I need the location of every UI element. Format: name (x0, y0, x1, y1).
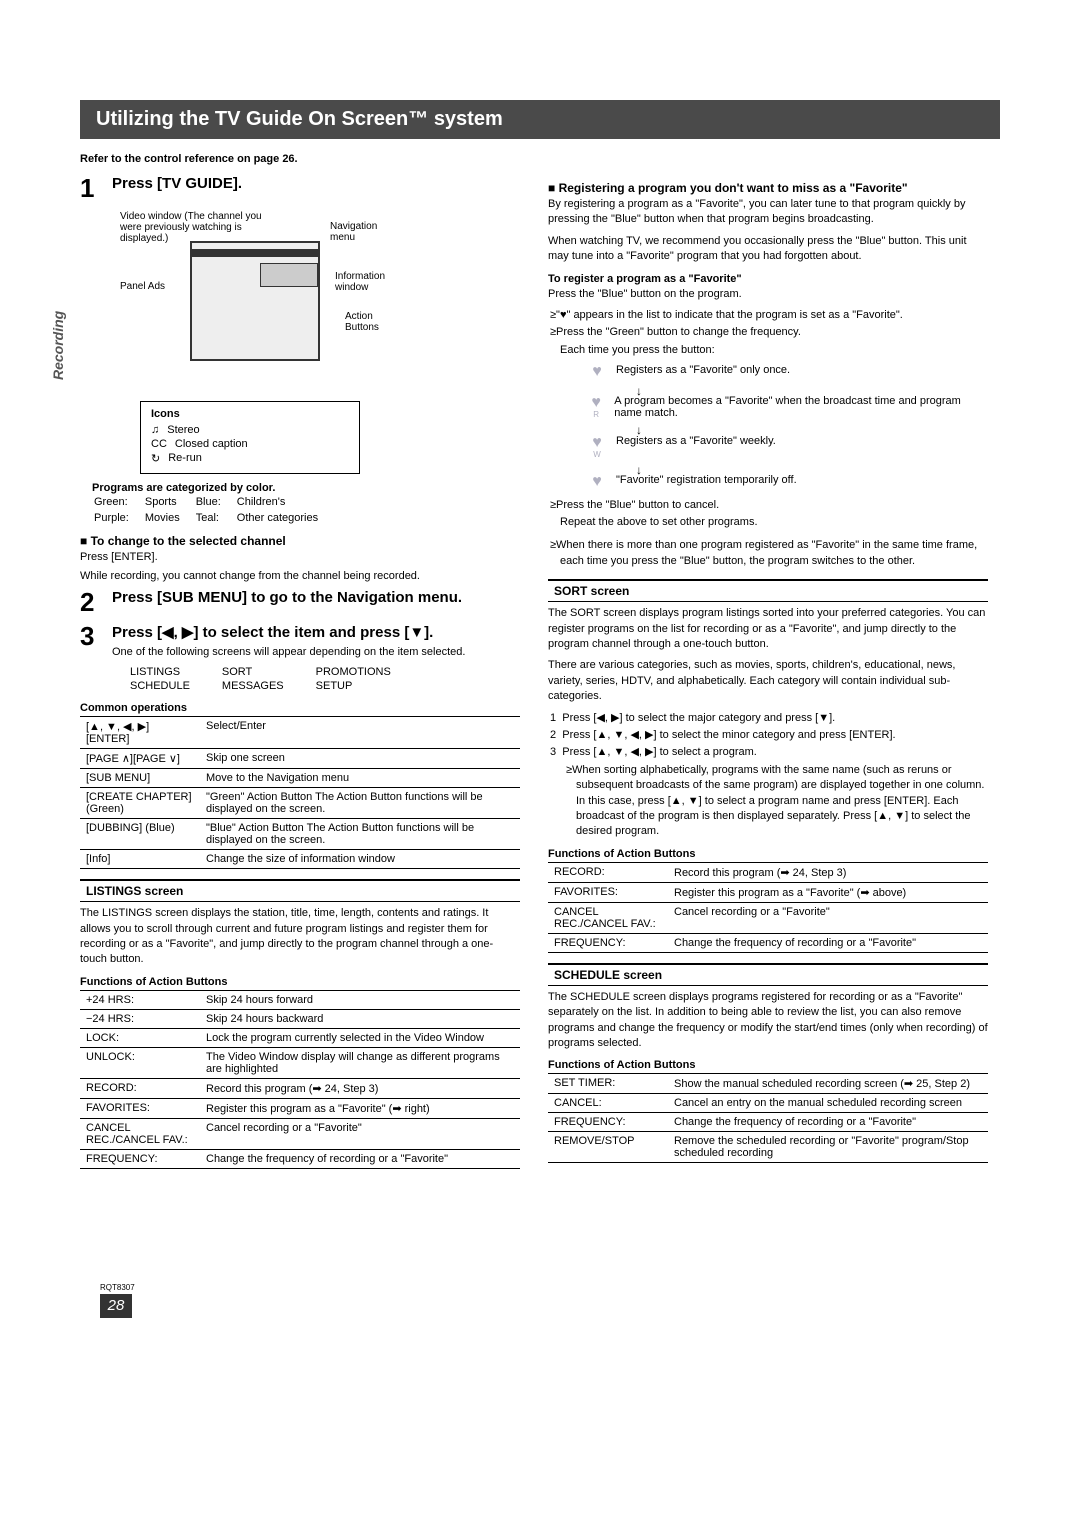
favorite-flow: ♥Registers as a "Favorite" only once.↓♥R… (588, 364, 988, 490)
schedule-header: SCHEDULE screen (548, 963, 988, 986)
cc-icon: CC (151, 438, 167, 450)
sort-note: ≥When sorting alphabetically, programs w… (564, 763, 988, 840)
change-channel-header: To change to the selected channel (80, 534, 520, 548)
label-info-window: Information window (335, 271, 400, 293)
favorite-bullet4: ≥When there is more than one program reg… (548, 538, 988, 569)
listings-body: The LISTINGS screen displays the station… (80, 906, 520, 968)
step-number-2: 2 (80, 589, 102, 615)
section-tab: Recording (50, 311, 66, 380)
sort-step3: 3 Press [▲, ▼, ◀, ▶] to select a program… (548, 745, 988, 760)
sort-step2: 2 Press [▲, ▼, ◀, ▶] to select the minor… (548, 728, 988, 743)
sort-body2: There are various categories, such as mo… (548, 658, 988, 704)
step1-title: Press [TV GUIDE]. (112, 175, 520, 192)
label-action-buttons: Action Buttons (345, 311, 400, 333)
listings-header: LISTINGS screen (80, 879, 520, 902)
favorite-reg-body: Press the "Blue" button on the program. (548, 287, 988, 302)
label-video-window: Video window (The channel you were previ… (120, 211, 270, 244)
listings-table-title: Functions of Action Buttons (80, 976, 520, 988)
favorite-title: Registering a program you don't want to … (548, 181, 988, 195)
sort-action-table: RECORD:Record this program (➡ 24, Step 3… (548, 862, 988, 953)
icons-legend: Icons ♫ Stereo CC Closed caption ↻ Re-ru… (140, 401, 360, 474)
favorite-body2: When watching TV, we recommend you occas… (548, 234, 988, 265)
common-ops-table: [▲, ▼, ◀, ▶] [ENTER]Select/Enter[PAGE ∧]… (80, 716, 520, 869)
tv-guide-diagram: Video window (The channel you were previ… (120, 211, 400, 391)
color-category-table: Green:SportsBlue:Children's Purple:Movie… (92, 494, 334, 528)
label-nav-menu: Navigation menu (330, 221, 400, 243)
ref-note: Refer to the control reference on page 2… (80, 153, 1000, 165)
sort-body1: The SORT screen displays program listing… (548, 606, 988, 652)
favorite-reg-title: To register a program as a "Favorite" (548, 273, 988, 285)
step3-body: One of the following screens will appear… (112, 645, 520, 660)
favorite-bullet2: ≥Press the "Green" button to change the … (548, 325, 988, 340)
step3-title: Press [◀, ▶] to select the item and pres… (112, 623, 520, 641)
favorite-each-time: Each time you press the button: (560, 343, 988, 358)
rqt-code: RQT8307 (100, 1283, 135, 1292)
icons-title: Icons (151, 408, 349, 420)
headphone-icon: ♫ (151, 424, 159, 436)
label-panel-ads: Panel Ads (120, 281, 165, 292)
step2-title: Press [SUB MENU] to go to the Navigation… (112, 589, 520, 606)
change-channel-note: While recording, you cannot change from … (80, 569, 520, 584)
sort-header: SORT screen (548, 579, 988, 602)
rerun-icon: ↻ (151, 452, 160, 465)
step-number-1: 1 (80, 175, 102, 201)
common-ops-title: Common operations (80, 702, 520, 714)
page-number: 28 (100, 1294, 132, 1318)
step-number-3: 3 (80, 623, 102, 694)
favorite-bullet1: ≥"♥" appears in the list to indicate tha… (548, 308, 988, 323)
schedule-table-title: Functions of Action Buttons (548, 1059, 988, 1071)
listings-action-table: +24 HRS:Skip 24 hours forward−24 HRS:Ski… (80, 990, 520, 1169)
favorite-repeat: Repeat the above to set other programs. (560, 515, 988, 530)
sort-table-title: Functions of Action Buttons (548, 848, 988, 860)
page-title: Utilizing the TV Guide On Screen™ system (80, 100, 1000, 139)
schedule-action-table: SET TIMER:Show the manual scheduled reco… (548, 1073, 988, 1163)
favorite-bullet3: ≥Press the "Blue" button to cancel. (548, 498, 988, 513)
sort-step1: 1 Press [◀, ▶] to select the major categ… (548, 711, 988, 726)
favorite-body1: By registering a program as a "Favorite"… (548, 197, 988, 228)
screens-list: LISTINGSSORTPROMOTIONS SCHEDULEMESSAGESS… (128, 664, 423, 694)
change-channel-body: Press [ENTER]. (80, 550, 520, 565)
color-cat-title: Programs are categorized by color. (92, 482, 520, 494)
schedule-body: The SCHEDULE screen displays programs re… (548, 990, 988, 1052)
